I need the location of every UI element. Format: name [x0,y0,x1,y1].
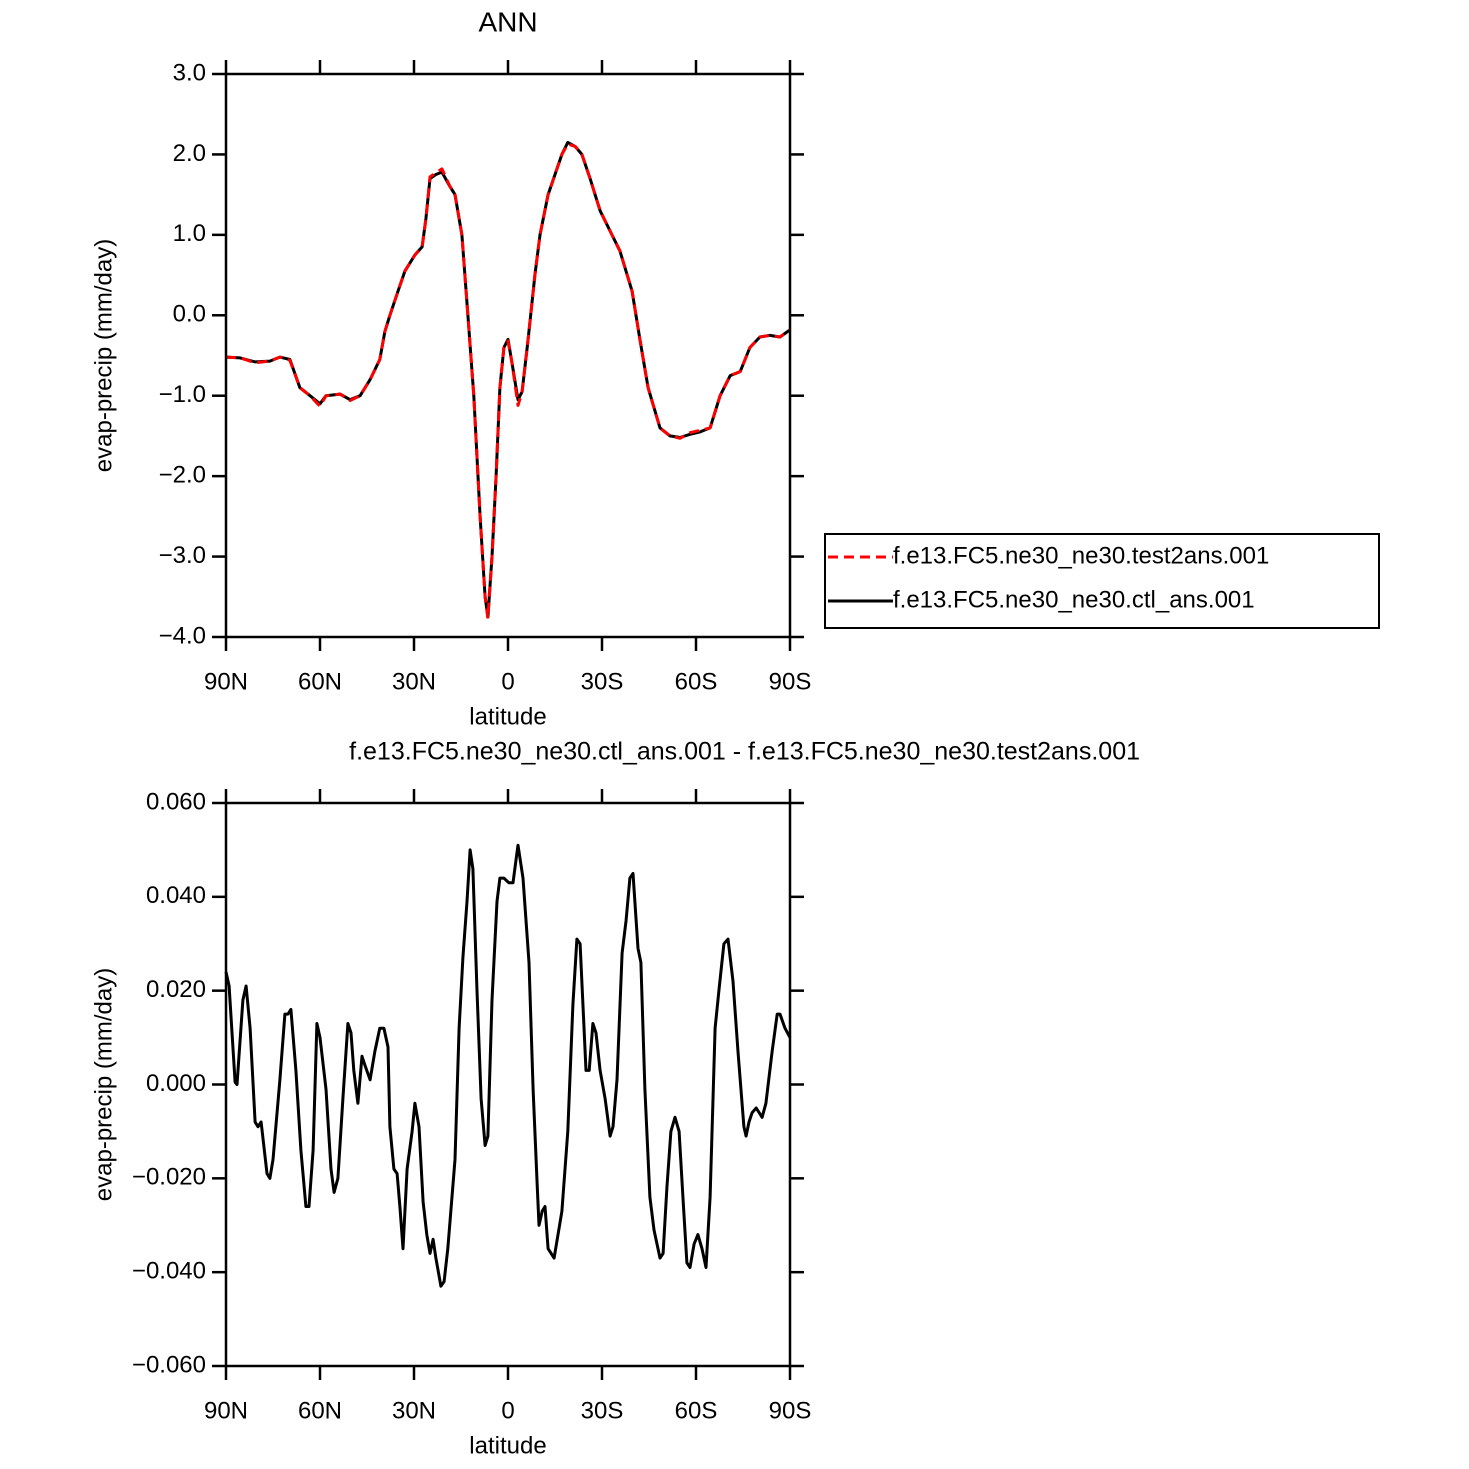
y-tick-label: 0.0 [173,301,206,328]
y-tick-label: 0.000 [146,1070,206,1097]
y-tick-label: −1.0 [159,381,206,408]
y-tick-label: 0.060 [146,788,206,815]
y-tick-label: 0.040 [146,882,206,909]
x-tick-label: 60N [298,668,342,695]
x-tick-label: 30S [581,668,624,695]
x-axis-label: latitude [469,703,546,730]
y-tick-label: −2.0 [159,461,206,488]
y-tick-label: 2.0 [173,140,206,167]
x-tick-label: 90S [769,668,812,695]
legend-label: f.e13.FC5.ne30_ne30.test2ans.001 [893,542,1269,569]
y-tick-label: −3.0 [159,542,206,569]
legend-label: f.e13.FC5.ne30_ne30.ctl_ans.001 [893,586,1255,613]
plot-frame [224,801,792,1368]
chart-title: ANN [478,6,537,37]
x-tick-label: 90N [204,668,248,695]
x-tick-label: 90N [204,1397,248,1424]
data-line [224,843,792,1288]
data-line [225,142,791,620]
x-tick-label: 30N [392,1397,436,1424]
y-axis-label: evap-precip (mm/day) [90,239,117,472]
data-line [225,140,791,619]
chart-title: f.e13.FC5.ne30_ne30.ctl_ans.001 - f.e13.… [349,738,1140,766]
y-axis-label: evap-precip (mm/day) [90,968,117,1201]
x-tick-label: 60S [675,1397,718,1424]
x-tick-label: 30S [581,1397,624,1424]
y-tick-label: 1.0 [173,220,206,247]
plot-frame [224,72,792,639]
y-tick-label: −0.040 [132,1258,206,1285]
x-tick-label: 60N [298,1397,342,1424]
x-tick-label: 30N [392,668,436,695]
x-tick-label: 0 [501,1397,514,1424]
x-tick-label: 90S [769,1397,812,1424]
x-axis-label: latitude [469,1432,546,1459]
y-tick-label: 3.0 [173,59,206,86]
y-tick-label: 0.020 [146,976,206,1003]
x-tick-label: 60S [675,668,718,695]
y-tick-label: −4.0 [159,622,206,649]
x-tick-label: 0 [501,668,514,695]
y-tick-label: −0.060 [132,1351,206,1378]
y-tick-label: −0.020 [132,1164,206,1191]
legend-box [824,533,1380,629]
